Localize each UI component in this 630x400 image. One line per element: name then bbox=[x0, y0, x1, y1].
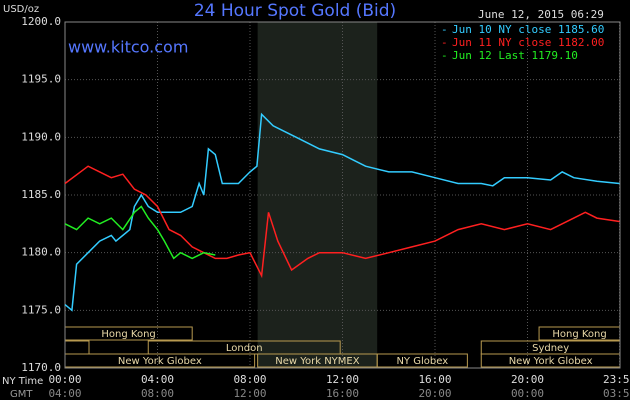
series-line bbox=[64, 112, 620, 312]
session-label: New York Globex bbox=[509, 356, 593, 367]
x-row-label: NY Time bbox=[2, 376, 43, 387]
y-tick-label: 1195.0 bbox=[21, 73, 61, 86]
unit-label: USD/oz bbox=[3, 4, 39, 15]
y-tick-label: 1200.0 bbox=[21, 15, 61, 28]
series-line bbox=[64, 205, 216, 260]
timestamp: June 12, 2015 06:29 bbox=[478, 8, 604, 21]
session-box bbox=[376, 353, 468, 368]
x2-tick-label: 00:00 bbox=[511, 387, 544, 400]
x2-tick-label: 20:00 bbox=[418, 387, 451, 400]
chart-title: 24 Hour Spot Gold (Bid) bbox=[194, 1, 396, 21]
x2-tick-label: 03:59 bbox=[603, 387, 630, 400]
plot-frame bbox=[64, 21, 621, 369]
session-label: NY Globex bbox=[396, 356, 448, 367]
x2-tick-label: 16:00 bbox=[326, 387, 359, 400]
x-tick-label: 23:59 bbox=[603, 373, 630, 386]
legend-marker: - bbox=[441, 49, 448, 62]
session-box bbox=[64, 340, 90, 355]
legend-marker: - bbox=[441, 36, 448, 49]
x2-tick-label: 08:00 bbox=[141, 387, 174, 400]
session-label: London bbox=[226, 343, 263, 354]
y-tick-label: 1190.0 bbox=[21, 130, 61, 143]
legend-label: Jun 11 NY close 1182.00 bbox=[452, 36, 604, 49]
y-tick-label: 1185.0 bbox=[21, 188, 61, 201]
y-tick-label: 1175.0 bbox=[21, 303, 61, 316]
session-label: New York Globex bbox=[118, 356, 202, 367]
legend-marker: - bbox=[441, 23, 448, 36]
series-line bbox=[64, 165, 620, 279]
y-tick-label: 1170.0 bbox=[21, 361, 61, 374]
x2-row-label: GMT bbox=[10, 389, 33, 400]
x-tick-label: 08:00 bbox=[233, 373, 266, 386]
legend-label: Jun 12 Last 1179.10 bbox=[452, 49, 578, 62]
x2-tick-label: 04:00 bbox=[48, 387, 81, 400]
session-label: Sydney bbox=[532, 343, 569, 354]
legend-label: Jun 10 NY close 1185.60 bbox=[452, 23, 604, 36]
y-tick-label: 1180.0 bbox=[21, 246, 61, 259]
x-tick-label: 12:00 bbox=[326, 373, 359, 386]
x-tick-label: 16:00 bbox=[418, 373, 451, 386]
x-tick-label: 00:00 bbox=[48, 373, 81, 386]
x-tick-label: 20:00 bbox=[511, 373, 544, 386]
source: www.kitco.com bbox=[68, 38, 188, 57]
x-tick-label: 04:00 bbox=[141, 373, 174, 386]
session-label: Hong Kong bbox=[101, 329, 155, 340]
x2-tick-label: 12:00 bbox=[233, 387, 266, 400]
session-label: New York NYMEX bbox=[275, 356, 360, 367]
session-label: Hong Kong bbox=[552, 329, 606, 340]
